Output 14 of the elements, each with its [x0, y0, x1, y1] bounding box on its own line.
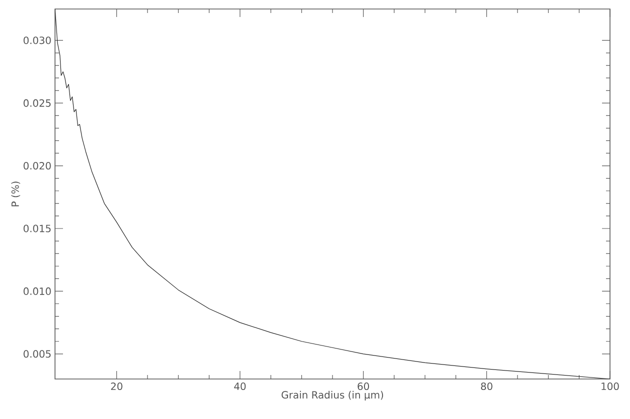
line-series: [55, 8, 610, 379]
y-tick-label: 0.030: [24, 36, 51, 44]
x-axis-title: Grain Radius (in μm): [282, 390, 384, 401]
y-tick-label: 0.005: [24, 350, 51, 358]
y-tick-label: 0.020: [24, 162, 51, 170]
x-tick-label: 100: [602, 382, 619, 390]
y-tick-label: 0.015: [24, 224, 51, 232]
x-tick-label: 40: [234, 382, 246, 390]
x-tick-label: 60: [358, 382, 370, 390]
y-axis-title: P (%): [11, 182, 20, 206]
x-tick-label: 80: [481, 382, 492, 390]
y-tick-label: 0.010: [24, 287, 51, 295]
y-tick-label: 0.025: [24, 99, 51, 107]
x-tick-label: 20: [111, 382, 122, 390]
